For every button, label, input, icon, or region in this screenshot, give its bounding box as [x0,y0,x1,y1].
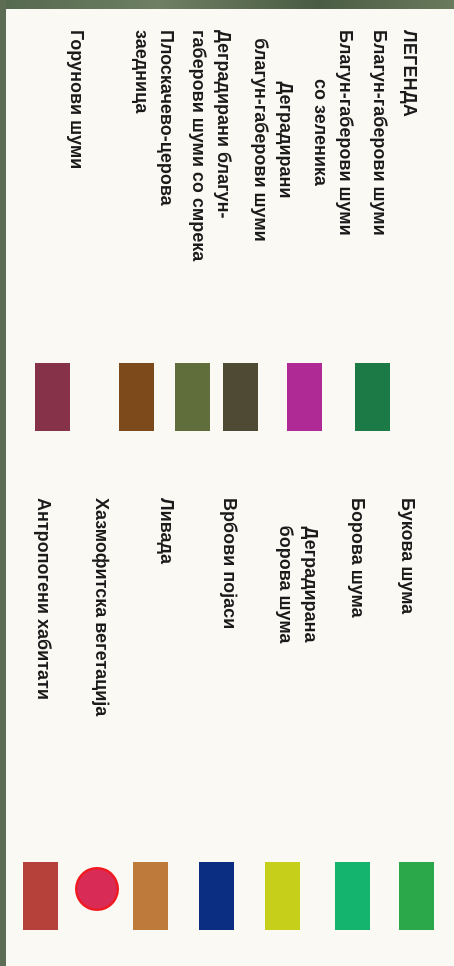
legend-label-degradirani-blagun-gaberovi: Деградирани благун-габерови шуми [248,30,298,250]
legend-label-antropogeni-habitati: Антропогени хабитати [31,498,56,700]
legend-label-blagun-gaberovi-so-zelenika: Благун-габерови шуми со зеленика [308,30,358,235]
legend-title: ЛЕГЕНДА [399,30,420,117]
legend-swatch-vrbovi-poyasi [199,862,234,930]
legend-swatch-degradirana-borova-shuma [265,862,300,930]
legend-label-bukova-shuma: Букова шума [395,498,420,614]
legend-swatch-livada [133,862,168,930]
legend-swatch-blagun-gaberovi-shumi [355,363,390,431]
legend-label-ploskachevo-cerova: Плоскачево-церова заедница [129,30,179,206]
legend-label-borova-shuma: Борова шума [345,498,370,618]
legend-swatch-bukova-shuma [399,862,434,930]
legend-swatch-blagun-gaberovi-so-zelenika [287,363,322,431]
legend-swatch-degradirani-so-smreka [175,363,210,431]
legend-label-hazmofitska-vegetacija: Хазмофитска вегетација [89,498,114,716]
legend-label-degradirana-borova-shuma: Деградирана борова шума [273,492,323,677]
legend-swatch-ploskachevo-cerova [119,363,154,431]
legend-label-vrbovi-poyasi: Врбови појаси [217,498,242,629]
legend-swatch-antropogeni-habitati [23,862,58,930]
legend-label-livada: Ливада [154,498,179,564]
legend-swatch-degradirani-blagun-gaberovi [223,363,258,431]
legend-swatch-borova-shuma [335,862,370,930]
legend-label-gorunovi-shumi: Горунови шуми [64,30,89,169]
legend-swatch-hazmofitska-vegetacija [75,867,119,911]
legend-label-blagun-gaberovi-shumi: Благун-габерови шуми [367,30,392,236]
legend-label-degradirani-so-smreka: Деградирани благун-габерови шуми со смре… [186,30,236,261]
legend-swatch-gorunovi-shumi [35,363,70,431]
